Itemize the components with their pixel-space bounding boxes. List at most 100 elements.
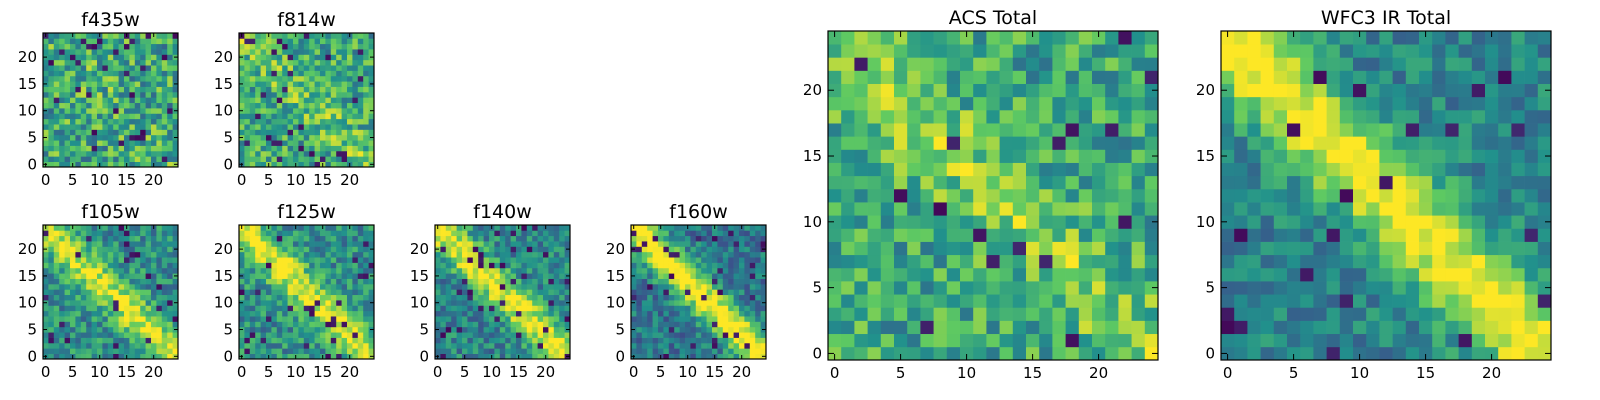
heatmap-cell bbox=[298, 348, 305, 354]
heatmap-cell bbox=[86, 49, 92, 55]
heatmap-cell bbox=[48, 273, 55, 279]
heatmap-cell bbox=[1379, 281, 1393, 295]
heatmap-cell bbox=[124, 118, 130, 125]
heatmap-cell bbox=[161, 140, 168, 146]
heatmap-cell bbox=[733, 332, 740, 338]
heatmap-cell bbox=[298, 65, 305, 71]
heatmap-cell bbox=[107, 294, 114, 301]
heatmap-cell bbox=[854, 83, 868, 98]
heatmap-cell bbox=[1524, 188, 1539, 203]
heatmap-cell bbox=[107, 91, 114, 98]
heatmap-cell bbox=[658, 305, 664, 312]
heatmap-cell bbox=[260, 145, 267, 152]
heatmap-cell bbox=[161, 262, 168, 269]
heatmap-cell bbox=[1065, 149, 1080, 163]
heatmap-cell bbox=[1131, 149, 1146, 163]
heatmap-cell bbox=[314, 262, 321, 269]
heatmap-cell bbox=[462, 332, 468, 338]
heatmap-cell bbox=[48, 278, 55, 285]
heatmap-cell bbox=[1339, 267, 1354, 282]
heatmap-cell bbox=[749, 353, 756, 360]
heatmap-cell bbox=[53, 81, 60, 87]
heatmap-cell bbox=[828, 320, 842, 335]
heatmap-cell bbox=[260, 251, 267, 258]
heatmap-cell bbox=[973, 215, 987, 229]
heatmap-cell bbox=[946, 215, 961, 229]
heatmap-cell bbox=[145, 353, 152, 360]
heatmap-cell bbox=[828, 215, 842, 229]
heatmap-cell bbox=[129, 145, 136, 152]
heatmap-cell bbox=[679, 289, 686, 296]
heatmap-cell bbox=[347, 251, 353, 258]
heatmap-cell bbox=[282, 348, 288, 354]
heatmap-cell bbox=[260, 294, 267, 301]
heatmap-cell bbox=[472, 230, 479, 237]
heatmap-cell bbox=[239, 348, 245, 354]
heatmap-cell bbox=[249, 342, 256, 349]
heatmap-cell bbox=[1118, 83, 1132, 98]
heatmap-cell bbox=[1471, 307, 1486, 321]
heatmap-cell bbox=[548, 326, 555, 333]
heatmap-cell bbox=[249, 150, 256, 157]
heatmap-cell bbox=[249, 113, 256, 120]
heatmap-cell bbox=[1221, 215, 1235, 229]
heatmap-cell bbox=[1144, 162, 1159, 177]
heatmap-cell bbox=[330, 129, 337, 136]
heatmap-cell bbox=[526, 273, 533, 279]
heatmap-cell bbox=[309, 321, 315, 328]
heatmap-cell bbox=[685, 332, 691, 338]
heatmap-cell bbox=[314, 65, 321, 71]
heatmap-cell bbox=[293, 267, 299, 274]
heatmap-cell bbox=[161, 97, 168, 104]
heatmap-cell bbox=[249, 59, 256, 66]
heatmap-cell bbox=[102, 108, 109, 114]
heatmap-cell bbox=[145, 273, 152, 279]
heatmap-cell bbox=[48, 113, 55, 120]
heatmap-cell bbox=[739, 283, 745, 290]
heatmap-cell bbox=[287, 156, 294, 162]
heatmap-cell bbox=[494, 283, 501, 290]
heatmap-cell bbox=[553, 251, 560, 258]
heatmap-cell bbox=[749, 310, 756, 317]
heatmap-cell bbox=[167, 251, 173, 258]
heatmap-cell bbox=[255, 246, 261, 253]
heatmap-cell bbox=[91, 353, 98, 360]
heatmap-cell bbox=[347, 49, 353, 55]
heatmap-cell bbox=[674, 300, 680, 306]
heatmap-cell bbox=[841, 241, 855, 256]
heatmap-cell bbox=[712, 262, 718, 269]
heatmap-cell bbox=[97, 129, 103, 136]
heatmap-cell bbox=[1221, 267, 1235, 282]
heatmap-cell bbox=[1105, 109, 1119, 124]
heatmap-cell bbox=[249, 326, 256, 333]
heatmap-cell bbox=[658, 273, 664, 279]
heatmap-cell bbox=[293, 294, 299, 301]
heatmap-cell bbox=[118, 91, 125, 98]
heatmap-cell bbox=[494, 235, 501, 242]
heatmap-cell bbox=[134, 140, 141, 146]
heatmap-cell bbox=[647, 353, 653, 360]
heatmap-cell bbox=[1092, 281, 1106, 295]
y-tick-label: 0 bbox=[615, 347, 625, 365]
heatmap-cell bbox=[647, 348, 653, 354]
heatmap-cell bbox=[1287, 346, 1301, 361]
heatmap-cell bbox=[249, 97, 256, 104]
heatmap-cell bbox=[647, 267, 653, 274]
heatmap-cell bbox=[368, 140, 375, 146]
heatmap-cell bbox=[1234, 202, 1248, 216]
heatmap-cell bbox=[695, 251, 702, 258]
heatmap-cell bbox=[505, 257, 511, 263]
heatmap-cell bbox=[451, 251, 457, 258]
heatmap-cell bbox=[161, 33, 168, 39]
heatmap-cell bbox=[1419, 267, 1433, 282]
heatmap-cell bbox=[933, 333, 948, 348]
heatmap-cell bbox=[894, 307, 908, 321]
heatmap-cell bbox=[1039, 281, 1053, 295]
heatmap-cell bbox=[489, 251, 495, 258]
heatmap-cell bbox=[841, 188, 855, 203]
heatmap-cell bbox=[260, 257, 267, 263]
heatmap-cell bbox=[1026, 109, 1040, 124]
heatmap-cell bbox=[1144, 123, 1159, 137]
heatmap-cell bbox=[368, 86, 375, 93]
heatmap-cell bbox=[91, 235, 98, 242]
